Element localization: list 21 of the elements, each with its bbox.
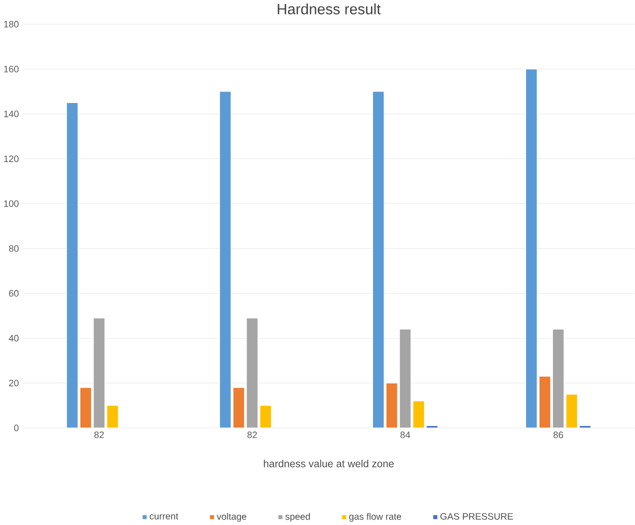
chart-title: Hardness result — [278, 3, 381, 14]
y-tick-label: 80 — [9, 244, 19, 252]
y-tick-label: 100 — [4, 200, 19, 207]
legend-label: voltage — [216, 512, 246, 522]
y-tick-label: 140 — [4, 110, 19, 118]
x-tick-label: 82 — [247, 431, 257, 438]
y-tick-label: 120 — [4, 155, 19, 162]
x-tick-label: 82 — [94, 431, 104, 438]
y-tick-label: 0 — [14, 424, 19, 432]
legend-label: speed — [285, 512, 310, 522]
y-tick-label: 40 — [8, 334, 19, 342]
y-tick-label: 60 — [9, 290, 19, 296]
legend-label: GAS PRESSURE — [440, 512, 513, 520]
x-tick-label: 84 — [400, 431, 410, 438]
y-tick-label: 180 — [4, 20, 19, 28]
y-tick-label: 20 — [9, 380, 19, 386]
x-tick-label: 86 — [554, 431, 564, 438]
legend-label: current — [150, 513, 178, 520]
y-tick-label: 160 — [4, 66, 19, 72]
legend-label: gas flow rate — [349, 512, 402, 522]
x-axis-title: hardness value at weld zone — [264, 460, 394, 468]
